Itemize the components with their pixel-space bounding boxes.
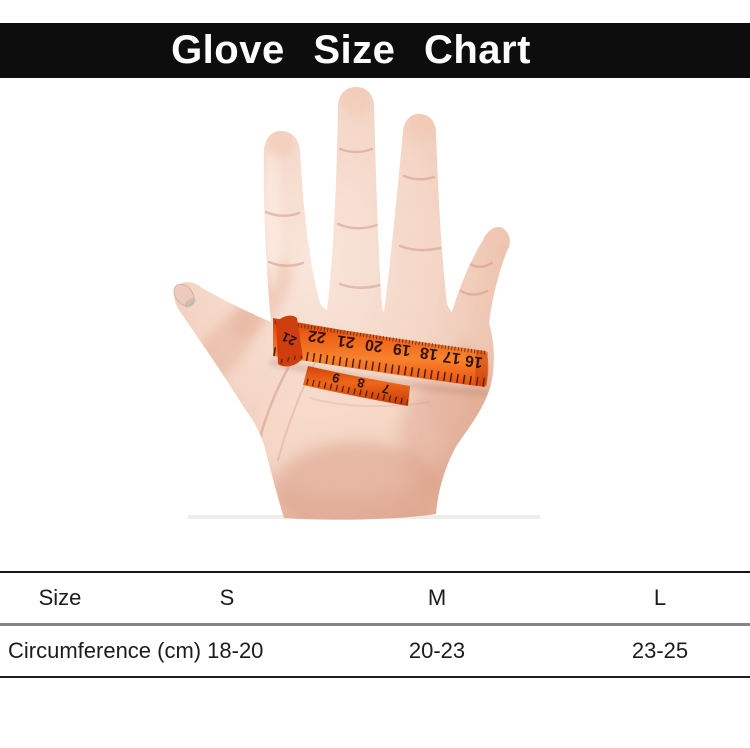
circumference-l: 23-25 [631,638,689,663]
circumference-row: Circumference (cm) 18-20 20-23 23-25 [0,626,750,676]
tape-number: 17 [442,347,462,366]
circumference-label-and-s: Circumference (cm) 18-20 [8,638,263,664]
table-rule-bottom [0,676,750,678]
title-bar: Glove Size Chart [0,23,750,78]
table-rule-middle [0,623,750,626]
tape-number: 19 [392,339,412,358]
tape-number: 21 [279,329,298,349]
tape-number: 7 [381,381,392,397]
tape-main-strip: 22 21 20 19 18 17 16 [273,318,489,387]
page-title: Glove Size Chart [171,28,531,72]
tape-number: 8 [356,375,367,391]
tape-number: 22 [307,326,327,345]
tape-number: 20 [364,335,384,354]
tape-lower-strip: 9 8 7 [303,366,410,406]
circumference-m: 20-23 [408,638,466,663]
tape-number: 9 [331,370,342,386]
tape-curl: 21 [276,315,303,367]
tape-number: 16 [464,351,484,370]
measuring-tape: 9 8 7 22 21 20 19 18 17 [273,315,489,406]
size-s: S [219,585,235,610]
table-rule-top [0,571,750,573]
tape-number: 18 [419,343,439,362]
size-row-label: Size [38,585,82,610]
size-table: Size S M L Circumference (cm) 18-20 20-2… [0,571,750,678]
tape-number: 21 [336,331,356,350]
size-header-row: Size S M L [0,573,750,623]
circumference-s: 18-20 [207,638,264,663]
size-l: L [653,585,667,610]
skin-creases [258,147,494,461]
circumference-label: Circumference (cm) [8,638,202,663]
thumb-nail [173,283,196,308]
hand-illustration [173,87,510,520]
size-m: M [427,585,447,610]
